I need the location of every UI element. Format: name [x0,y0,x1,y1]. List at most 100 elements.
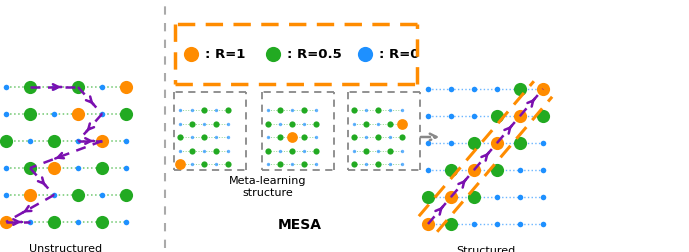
Point [422,168,433,172]
Point [469,195,480,199]
Point [537,114,548,118]
Point [223,162,234,166]
Point [311,121,322,125]
Point [72,139,83,143]
Point [72,166,83,170]
Point [491,114,502,118]
Point [373,148,384,152]
Point [537,87,548,91]
Point [373,135,384,139]
Point [1,166,12,170]
Point [210,148,221,152]
Point [174,108,185,112]
Point [491,222,502,226]
Point [96,220,107,224]
Point [1,85,12,89]
Point [469,114,480,118]
Point [274,162,285,166]
Point [396,162,407,166]
Point [469,87,480,91]
Point [422,141,433,145]
Point [121,139,132,143]
Point [263,135,274,139]
Point [187,135,198,139]
Point [469,141,480,145]
Point [396,148,407,152]
Point [360,121,371,125]
Point [198,162,209,166]
Point [210,162,221,166]
Point [537,222,548,226]
Point [360,135,371,139]
Point [298,135,309,139]
Point [185,52,196,56]
Point [274,135,285,139]
Point [198,121,209,125]
Text: MESA: MESA [278,218,322,232]
Point [223,148,234,152]
Point [298,121,309,125]
Point [537,168,548,172]
Point [121,166,132,170]
Point [198,135,209,139]
Point [537,141,548,145]
Point [469,168,480,172]
Point [311,162,322,166]
Point [422,114,433,118]
Point [187,148,198,152]
Text: : R=1: : R=1 [205,47,245,60]
Point [121,112,132,116]
Point [223,108,234,112]
Point [121,85,132,89]
Point [360,108,371,112]
Point [515,114,526,118]
Point [396,121,407,125]
Point [96,193,107,197]
Point [263,162,274,166]
Point [121,193,132,197]
Point [491,87,502,91]
Point [396,135,407,139]
Point [25,85,36,89]
Point [349,121,360,125]
Point [469,222,480,226]
Text: : R=0: : R=0 [379,47,420,60]
Point [72,85,83,89]
Point [263,108,274,112]
Point [491,141,502,145]
Point [515,87,526,91]
Point [298,108,309,112]
Text: : R=0.5: : R=0.5 [287,47,342,60]
Point [287,148,298,152]
Point [446,195,457,199]
Text: Unstructured
Exploration: Unstructured Exploration [30,244,103,252]
Point [96,112,107,116]
Point [311,108,322,112]
Point [349,108,360,112]
Point [422,87,433,91]
Point [446,87,457,91]
Point [25,139,36,143]
Point [515,141,526,145]
Point [446,222,457,226]
Point [422,222,433,226]
Point [446,168,457,172]
Point [25,112,36,116]
Point [48,220,59,224]
Point [311,148,322,152]
Point [287,121,298,125]
Point [121,220,132,224]
Point [1,112,12,116]
Point [373,121,384,125]
Point [187,121,198,125]
Point [263,148,274,152]
Point [48,139,59,143]
Point [198,108,209,112]
Point [274,148,285,152]
Point [198,148,209,152]
Point [274,108,285,112]
Point [515,168,526,172]
Point [96,139,107,143]
Point [349,148,360,152]
Point [491,168,502,172]
